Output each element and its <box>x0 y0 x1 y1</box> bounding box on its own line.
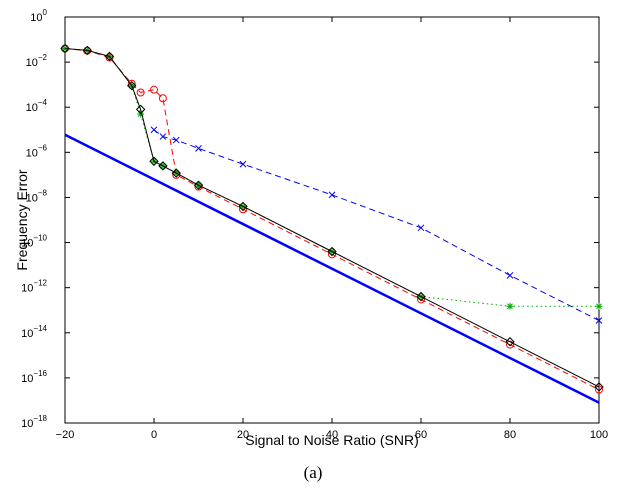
data-point-2 <box>595 385 603 394</box>
y-tick-label: 10−8 <box>26 188 48 204</box>
data-point-4 <box>193 180 204 190</box>
marker-stroke <box>195 145 202 152</box>
x-tick-label: 60 <box>415 429 427 441</box>
y-tick-label: 10−6 <box>26 143 48 159</box>
y-tick-label: 10−16 <box>21 369 47 385</box>
data-point-1 <box>159 133 167 140</box>
data-point-2 <box>150 85 158 94</box>
data-point-4 <box>171 168 181 178</box>
data-point-2 <box>506 340 514 349</box>
y-axis: 10−18 10−16 10−14 10−12 10−10 10−8 10−6 10−4 10−… <box>21 8 599 430</box>
series-layer <box>60 43 604 404</box>
data-point-4 <box>149 156 159 167</box>
marker-stroke <box>596 303 602 310</box>
marker-stroke <box>507 303 513 310</box>
data-point-4 <box>82 45 92 56</box>
marker-stroke <box>239 160 247 168</box>
x-tick-label: −20 <box>56 429 75 441</box>
x-tick-label: 0 <box>151 429 157 441</box>
data-point-4 <box>60 43 70 54</box>
data-point-4 <box>158 161 168 171</box>
data-point-4 <box>416 291 426 302</box>
data-point-1 <box>417 224 425 232</box>
y-tick-label: 10−18 <box>21 414 47 430</box>
data-point-4 <box>104 51 115 62</box>
data-point-4 <box>594 382 604 392</box>
data-point-3 <box>595 302 603 310</box>
y-tick-label: 10−10 <box>21 234 47 250</box>
data-point-4 <box>238 201 248 212</box>
marker-stroke <box>159 133 167 140</box>
data-point-1 <box>328 191 336 199</box>
marker-stroke <box>595 317 603 324</box>
y-tick-label: 10−12 <box>21 279 47 295</box>
data-point-1 <box>150 126 158 134</box>
x-tick-label: 100 <box>590 429 608 441</box>
data-point-4 <box>327 246 337 257</box>
marker-stroke <box>172 136 180 144</box>
series-line-0 <box>64 133 600 404</box>
marker-stroke <box>506 272 514 279</box>
series-line-4 <box>64 48 600 388</box>
data-point-4 <box>127 80 137 91</box>
x-axis-title: Signal to Noise Ratio (SNR) <box>245 432 419 448</box>
x-axis: −20 0 20 40 60 80 100 <box>56 17 608 441</box>
y-tick-label: 10−2 <box>26 53 48 69</box>
x-tick-label: 20 <box>237 429 249 441</box>
y-tick-label: 10−14 <box>21 324 47 340</box>
data-point-2 <box>158 94 167 103</box>
y-axis-title: Frequency Error <box>14 169 30 270</box>
data-point-1 <box>172 136 180 144</box>
data-point-4 <box>135 104 146 115</box>
figure-caption: (a) <box>304 463 323 482</box>
data-point-1 <box>506 272 514 279</box>
y-tick-label: 10−4 <box>26 98 48 114</box>
x-tick-label: 40 <box>326 429 338 441</box>
y-tick-label: 100 <box>30 8 47 24</box>
data-point-1 <box>595 317 603 324</box>
marker-stroke <box>417 224 425 232</box>
data-point-2 <box>136 88 145 97</box>
x-tick-label: 80 <box>504 429 516 441</box>
marker-stroke <box>150 126 158 134</box>
marker-stroke <box>328 191 336 199</box>
plot-area <box>64 16 600 424</box>
data-point-3 <box>506 302 514 310</box>
data-point-1 <box>239 160 247 168</box>
data-point-4 <box>505 337 515 347</box>
data-point-1 <box>195 145 202 152</box>
